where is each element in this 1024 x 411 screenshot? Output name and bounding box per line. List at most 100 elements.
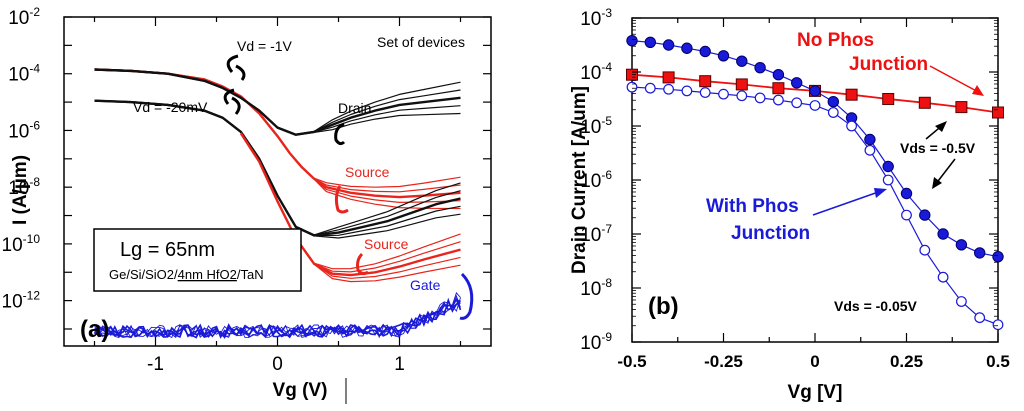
vd-low-bracket bbox=[223, 88, 241, 115]
no-phos-data-point bbox=[735, 78, 748, 91]
with-phos-low-vds-point bbox=[882, 174, 894, 186]
panel-b-label: (b) bbox=[648, 293, 679, 320]
no-phos-data-point bbox=[845, 88, 858, 101]
y-tick-label: 10-3 bbox=[580, 6, 612, 30]
no-phos-label-line1: No Phos bbox=[797, 30, 874, 51]
gate-noise-trace bbox=[94, 294, 461, 338]
x-tick-label: 1 bbox=[394, 354, 405, 375]
panel-b: 10-3 10-4 10-5 10-6 10-7 10-8 10-9 -0.5 -0.25 0 0.… bbox=[569, 6, 1010, 403]
y-tick-label: 10-5 bbox=[580, 114, 612, 138]
source-bracket-2 bbox=[356, 252, 369, 276]
drain-bracket bbox=[334, 122, 346, 146]
no-phos-arrow bbox=[929, 65, 984, 96]
x-tick-label: 0.5 bbox=[986, 352, 1010, 371]
panel-b-x-label: Vg [V] bbox=[788, 382, 843, 403]
with-phos-high-vds-point bbox=[754, 61, 766, 74]
with-phos-high-vds-point bbox=[919, 209, 931, 221]
vd-high-label: Vd = -1V bbox=[237, 38, 293, 54]
with-phos-high-vds-point bbox=[736, 55, 748, 67]
with-phos-high-vds-point bbox=[681, 42, 693, 54]
no-phos-data-point bbox=[699, 75, 712, 88]
panel-a-series-line bbox=[94, 68, 461, 135]
y-tick-label: 10-6 bbox=[8, 118, 40, 142]
panel-b-frame bbox=[631, 17, 999, 343]
with-phos-high-vds-point bbox=[992, 250, 1004, 263]
with-phos-low-vds-point bbox=[827, 107, 839, 118]
gate-current-noise bbox=[93, 292, 462, 339]
gate-noise-trace bbox=[94, 297, 462, 339]
with-phos-high-vds-point bbox=[827, 96, 839, 108]
with-phos-low-vds-point bbox=[626, 81, 638, 93]
vds-low-label: Vds = -0.05V bbox=[834, 298, 918, 314]
y-tick-label: 10-6 bbox=[580, 168, 612, 192]
panel-a-series-line bbox=[94, 100, 461, 239]
panel-b-ticks: 10-3 10-4 10-5 10-6 10-7 10-8 10-9 -0.5 -0.25 0 0.… bbox=[580, 6, 1010, 371]
device-info-box bbox=[93, 228, 302, 292]
with-phos-high-vds-point bbox=[626, 34, 638, 47]
no-phos-data-point bbox=[992, 106, 1004, 119]
vds-high-label: Vds = -0.5V bbox=[900, 140, 976, 156]
with-phos-low-vds-point bbox=[699, 87, 711, 98]
with-phos-high-vds-point bbox=[900, 187, 913, 200]
source-label-2: Source bbox=[364, 236, 409, 252]
with-phos-low-vds-point bbox=[956, 296, 967, 307]
gate-noise-trace bbox=[94, 299, 461, 339]
panel-a-series-line bbox=[94, 68, 461, 193]
with-phos-low-vds-point bbox=[773, 94, 784, 106]
panel-a-x-label: Vg (V) bbox=[273, 380, 328, 401]
with-phos-low-vds-point bbox=[663, 83, 674, 95]
gate-bracket bbox=[459, 272, 474, 320]
panel-a-series-line bbox=[94, 99, 461, 237]
with-phos-high-vds-point bbox=[864, 133, 876, 146]
with-phos-low-vds-point bbox=[736, 90, 748, 102]
gate-length-label: Lg = 65nm bbox=[120, 239, 215, 261]
panel-a-label: (a) bbox=[80, 316, 109, 343]
x-tick-label: -0.25 bbox=[704, 352, 743, 371]
vd-low-label: Vd = -20mV bbox=[133, 99, 208, 115]
drain-label: Drain bbox=[338, 100, 371, 116]
with-phos-high-vds-point bbox=[662, 39, 675, 51]
panel-a-frame bbox=[63, 16, 492, 347]
x-tick-label: 0 bbox=[810, 352, 819, 371]
with-phos-low-vds-point bbox=[937, 271, 949, 283]
with-phos-label-line1: With Phos bbox=[706, 196, 799, 217]
with-phos-low-vds-point bbox=[974, 312, 986, 324]
y-tick-label: 10-9 bbox=[580, 330, 612, 354]
with-phos-low-vds-point bbox=[791, 97, 803, 109]
with-phos-low-vds-point bbox=[901, 209, 912, 221]
source-label-1: Source bbox=[345, 164, 390, 180]
y-tick-label: 10-7 bbox=[580, 222, 612, 246]
source-bracket-1 bbox=[334, 185, 349, 214]
no-phos-data-point bbox=[882, 93, 895, 105]
with-phos-high-vds-point bbox=[809, 85, 821, 97]
with-phos-low-vds-point bbox=[992, 319, 1004, 331]
y-tick-label: 10-10 bbox=[2, 232, 41, 256]
with-phos-high-vds-point bbox=[644, 36, 656, 48]
with-phos-low-vds-point bbox=[681, 85, 693, 97]
with-phos-low-vds-point bbox=[644, 82, 656, 94]
x-tick-label: 0.25 bbox=[890, 352, 923, 371]
no-phos-label-line2: Junction bbox=[849, 54, 928, 75]
panel-a-series-line bbox=[94, 69, 461, 210]
y-tick-label: 10-4 bbox=[580, 60, 612, 84]
set-of-devices-label: Set of devices bbox=[377, 34, 465, 50]
with-phos-high-vds-point bbox=[791, 77, 803, 89]
with-phos-low-vds-point bbox=[846, 120, 857, 132]
with-phos-low-vds-point bbox=[718, 88, 729, 100]
panel-a-ticks: 10-2 10-4 10-6 10-8 10-10 10-12 -1 0 1 bbox=[2, 5, 491, 375]
y-tick-label: 10-8 bbox=[8, 175, 40, 199]
x-tick-label: -1 bbox=[147, 354, 164, 375]
x-tick-label: 0 bbox=[272, 354, 283, 375]
y-tick-label: 10-12 bbox=[2, 289, 41, 313]
panel-a-series-line bbox=[94, 99, 461, 236]
no-phos-data-point bbox=[955, 101, 968, 114]
gate-label: Gate bbox=[410, 277, 441, 293]
vd-high-bracket bbox=[226, 54, 246, 81]
gate-stack-label: Ge/Si/SiO2/4nm HfO2/TaN bbox=[109, 267, 264, 282]
no-phos-data-point bbox=[772, 82, 785, 95]
y-tick-label: 10-8 bbox=[580, 276, 612, 300]
y-tick-label: 10-4 bbox=[8, 62, 40, 86]
with-phos-low-vds-point bbox=[754, 92, 766, 104]
no-phos-data-point bbox=[662, 71, 675, 84]
